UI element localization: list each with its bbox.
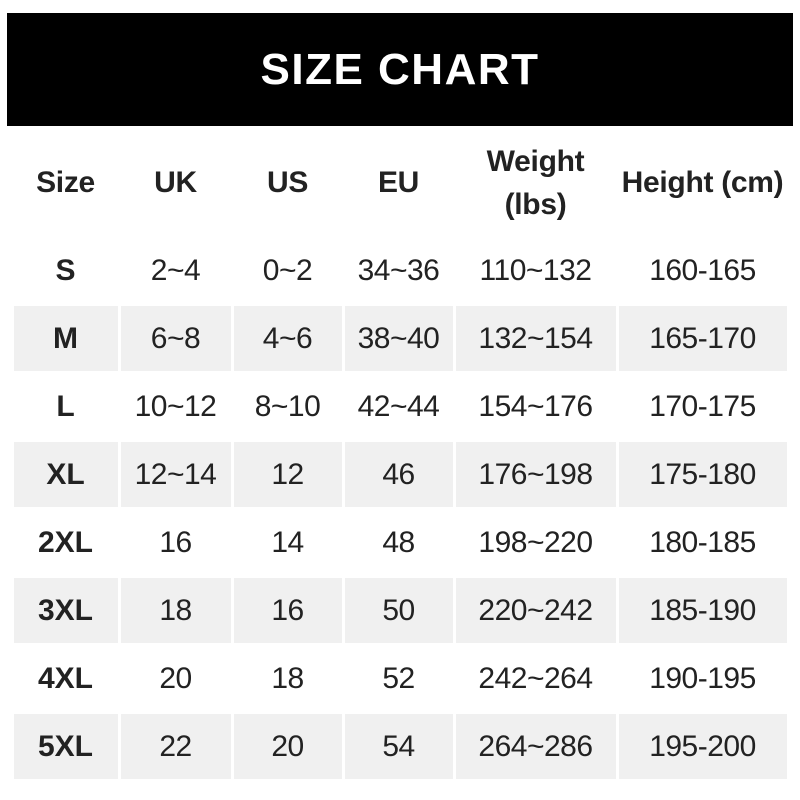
cell-uk: 18 <box>120 578 231 643</box>
cell-weight: 132~154 <box>455 306 616 371</box>
cell-size: 3XL <box>13 578 118 643</box>
cell-size: 5XL <box>13 714 118 779</box>
cell-weight: 198~220 <box>455 510 616 575</box>
column-header-size: Size <box>13 131 118 235</box>
cell-weight: 110~132 <box>455 238 616 303</box>
cell-uk: 2~4 <box>120 238 231 303</box>
table-row: 3XL 18 16 50 220~242 185-190 <box>13 578 787 643</box>
cell-uk: 20 <box>120 646 231 711</box>
cell-us: 20 <box>233 714 342 779</box>
cell-eu: 50 <box>344 578 453 643</box>
cell-height: 170-175 <box>618 374 787 439</box>
cell-us: 4~6 <box>233 306 342 371</box>
cell-uk: 12~14 <box>120 442 231 507</box>
table-row: XL 12~14 12 46 176~198 175-180 <box>13 442 787 507</box>
cell-us: 14 <box>233 510 342 575</box>
cell-height: 175-180 <box>618 442 787 507</box>
cell-size: XL <box>13 442 118 507</box>
table-row: 5XL 22 20 54 264~286 195-200 <box>13 714 787 779</box>
cell-weight: 176~198 <box>455 442 616 507</box>
header-row: Size UK US EU Weight (lbs) Height (cm) <box>13 131 787 235</box>
cell-us: 16 <box>233 578 342 643</box>
cell-us: 0~2 <box>233 238 342 303</box>
cell-uk: 22 <box>120 714 231 779</box>
cell-eu: 52 <box>344 646 453 711</box>
size-chart-banner: SIZE CHART <box>7 13 793 126</box>
cell-size: 2XL <box>13 510 118 575</box>
cell-height: 180-185 <box>618 510 787 575</box>
column-header-us: US <box>233 131 342 235</box>
column-header-eu: EU <box>344 131 453 235</box>
cell-size: 4XL <box>13 646 118 711</box>
cell-height: 185-190 <box>618 578 787 643</box>
cell-eu: 34~36 <box>344 238 453 303</box>
column-header-uk: UK <box>120 131 231 235</box>
cell-uk: 16 <box>120 510 231 575</box>
cell-weight: 242~264 <box>455 646 616 711</box>
cell-us: 12 <box>233 442 342 507</box>
cell-weight: 220~242 <box>455 578 616 643</box>
cell-height: 160-165 <box>618 238 787 303</box>
cell-size: S <box>13 238 118 303</box>
column-header-height: Height (cm) <box>618 131 787 235</box>
cell-us: 8~10 <box>233 374 342 439</box>
cell-eu: 42~44 <box>344 374 453 439</box>
table-row: S 2~4 0~2 34~36 110~132 160-165 <box>13 238 787 303</box>
table-row: 2XL 16 14 48 198~220 180-185 <box>13 510 787 575</box>
cell-eu: 38~40 <box>344 306 453 371</box>
cell-eu: 48 <box>344 510 453 575</box>
table-row: L 10~12 8~10 42~44 154~176 170-175 <box>13 374 787 439</box>
size-chart-table: Size UK US EU Weight (lbs) Height (cm) S… <box>11 128 790 782</box>
cell-weight: 154~176 <box>455 374 616 439</box>
cell-uk: 10~12 <box>120 374 231 439</box>
page-title: SIZE CHART <box>260 44 540 94</box>
cell-height: 165-170 <box>618 306 787 371</box>
cell-height: 195-200 <box>618 714 787 779</box>
column-header-weight: Weight (lbs) <box>455 131 616 235</box>
cell-eu: 46 <box>344 442 453 507</box>
cell-weight: 264~286 <box>455 714 616 779</box>
cell-us: 18 <box>233 646 342 711</box>
cell-uk: 6~8 <box>120 306 231 371</box>
table-row: M 6~8 4~6 38~40 132~154 165-170 <box>13 306 787 371</box>
table-row: 4XL 20 18 52 242~264 190-195 <box>13 646 787 711</box>
cell-size: M <box>13 306 118 371</box>
cell-eu: 54 <box>344 714 453 779</box>
cell-size: L <box>13 374 118 439</box>
cell-height: 190-195 <box>618 646 787 711</box>
